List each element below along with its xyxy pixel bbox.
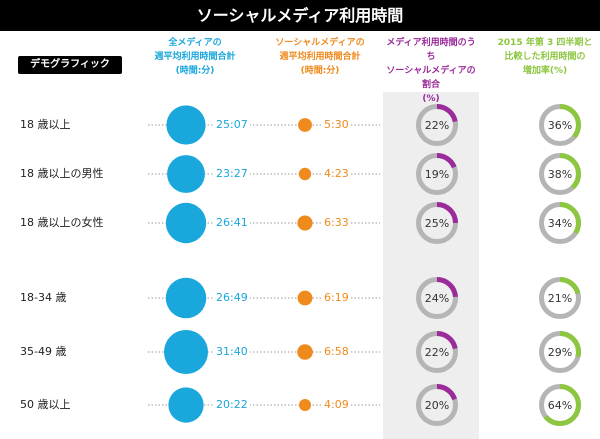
social-time-value: 4:09 xyxy=(322,398,351,411)
demographic-header: デモグラフィック xyxy=(18,56,122,74)
total-time-value: 25:07 xyxy=(214,118,250,131)
growth-ring-label: 21% xyxy=(548,292,572,305)
share-column-shade xyxy=(383,92,479,439)
social-time-value: 5:30 xyxy=(322,118,351,131)
growth-ring-arc xyxy=(539,153,581,195)
total-time-bubble xyxy=(165,202,207,244)
share-ring-arc xyxy=(416,153,458,195)
social-time-bubble xyxy=(297,215,313,231)
share-ring-label: 24% xyxy=(425,292,449,305)
social-time-value: 4:23 xyxy=(322,167,351,180)
social-time-value: 6:58 xyxy=(322,345,351,358)
growth-ring-label: 38% xyxy=(548,168,572,181)
share-ring-arc xyxy=(416,202,458,244)
total-time-value: 26:41 xyxy=(214,216,250,229)
row-label: 35-49 歳 xyxy=(20,345,67,358)
share-ring-label: 20% xyxy=(425,399,449,412)
header-social-time: ソーシャルメディアの 週平均利用時間合計 (時間:分) xyxy=(275,38,365,76)
growth-ring-arc xyxy=(539,331,581,373)
growth-ring-label: 64% xyxy=(548,399,572,412)
share-ring-label: 25% xyxy=(425,217,449,230)
header-total-time: 全メディアの 週平均利用時間合計 (時間:分) xyxy=(154,38,236,76)
share-ring-label: 22% xyxy=(425,119,449,132)
header-growth-rate: 2015 年第 3 四半期と 比較した利用時間の 増加率(%) xyxy=(497,38,593,76)
share-ring-arc xyxy=(416,331,458,373)
row-label: 18 歳以上の女性 xyxy=(20,216,104,229)
row-label: 18 歳以上 xyxy=(20,118,71,131)
growth-ring-label: 34% xyxy=(548,217,572,230)
total-time-bubble xyxy=(164,330,208,374)
social-time-value: 6:33 xyxy=(322,216,351,229)
row-label: 18 歳以上の男性 xyxy=(20,167,104,180)
social-time-bubble xyxy=(297,290,313,306)
growth-ring-arc xyxy=(539,384,581,426)
growth-ring-label: 36% xyxy=(548,119,572,132)
total-time-value: 23:27 xyxy=(214,167,250,180)
row-label: 18-34 歳 xyxy=(20,291,67,304)
total-time-bubble xyxy=(167,155,205,193)
social-time-value: 6:19 xyxy=(322,291,351,304)
total-time-bubble xyxy=(166,105,206,145)
total-time-value: 26:49 xyxy=(214,291,250,304)
growth-ring-arc xyxy=(539,277,581,319)
growth-ring-arc xyxy=(539,104,581,146)
social-time-bubble xyxy=(297,344,313,360)
share-ring-label: 19% xyxy=(425,168,449,181)
social-time-bubble xyxy=(298,118,312,132)
share-ring-arc xyxy=(416,384,458,426)
social-time-bubble xyxy=(298,167,312,181)
row-label: 50 歳以上 xyxy=(20,398,71,411)
share-ring-arc xyxy=(416,277,458,319)
total-time-value: 31:40 xyxy=(214,345,250,358)
growth-ring-arc xyxy=(539,202,581,244)
total-time-bubble xyxy=(168,387,204,423)
growth-ring-label: 29% xyxy=(548,346,572,359)
total-time-value: 20:22 xyxy=(214,398,250,411)
header-social-share: メディア利用時間のうち ソーシャルメディアの割合 (%) xyxy=(386,38,476,104)
social-time-bubble xyxy=(298,398,312,412)
chart-title: ソーシャルメディア利用時間 xyxy=(0,0,600,31)
total-time-bubble xyxy=(165,277,207,319)
share-ring-label: 22% xyxy=(425,346,449,359)
share-ring-arc xyxy=(416,104,458,146)
